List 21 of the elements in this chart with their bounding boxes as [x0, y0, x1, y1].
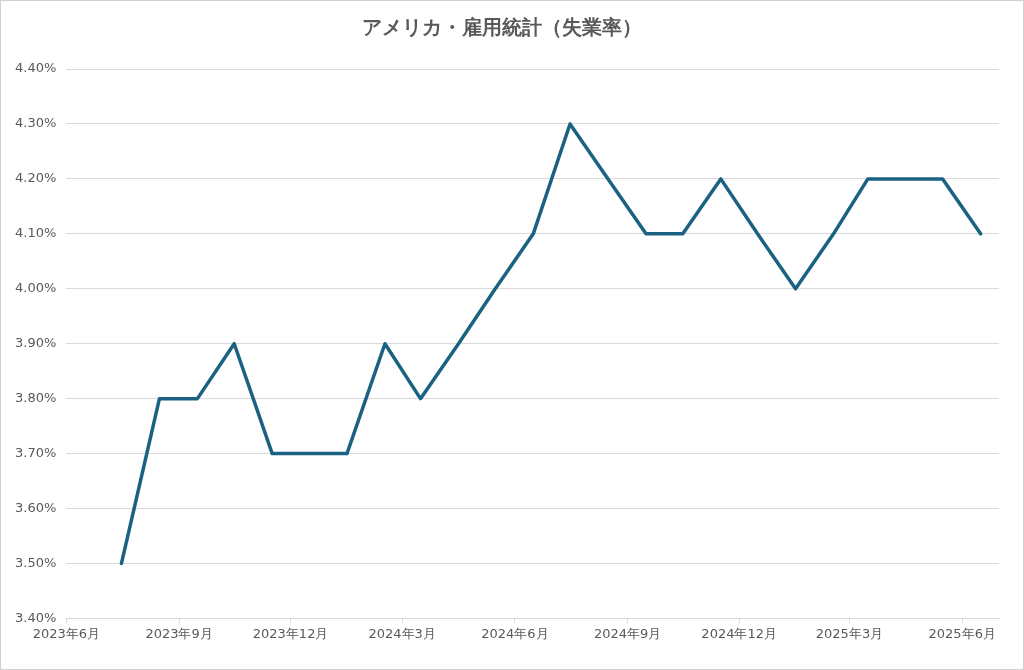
x-tick-label: 2024年6月 [481, 625, 549, 641]
x-tick-label: 2023年9月 [145, 625, 213, 641]
y-tick-label: 4.40% [14, 60, 57, 76]
x-tick-label: 2024年3月 [368, 625, 436, 641]
chart-title: アメリカ・雇用統計（失業率） [362, 15, 642, 40]
y-tick-label: 3.70% [14, 444, 57, 460]
y-tick-label: 3.90% [14, 335, 57, 351]
y-tick-label: 4.00% [14, 280, 57, 296]
x-tick-label: 2025年3月 [815, 625, 884, 641]
x-tick-label: 2024年9月 [593, 625, 662, 641]
y-tick-label: 4.20% [14, 170, 57, 186]
x-tick-label: 2025年6月 [928, 625, 996, 641]
y-tick-label: 4.30% [14, 115, 57, 131]
y-tick-label: 3.80% [14, 390, 57, 406]
y-tick-label: 3.40% [14, 609, 57, 625]
y-tick-label: 3.60% [14, 499, 57, 515]
y-tick-label: 4.10% [14, 225, 57, 241]
x-tick-label: 2024年12月 [701, 625, 777, 641]
x-tick-label: 2023年6月 [32, 625, 100, 641]
x-tick-label: 2023年12月 [252, 625, 329, 641]
y-tick-label: 3.50% [14, 554, 57, 570]
